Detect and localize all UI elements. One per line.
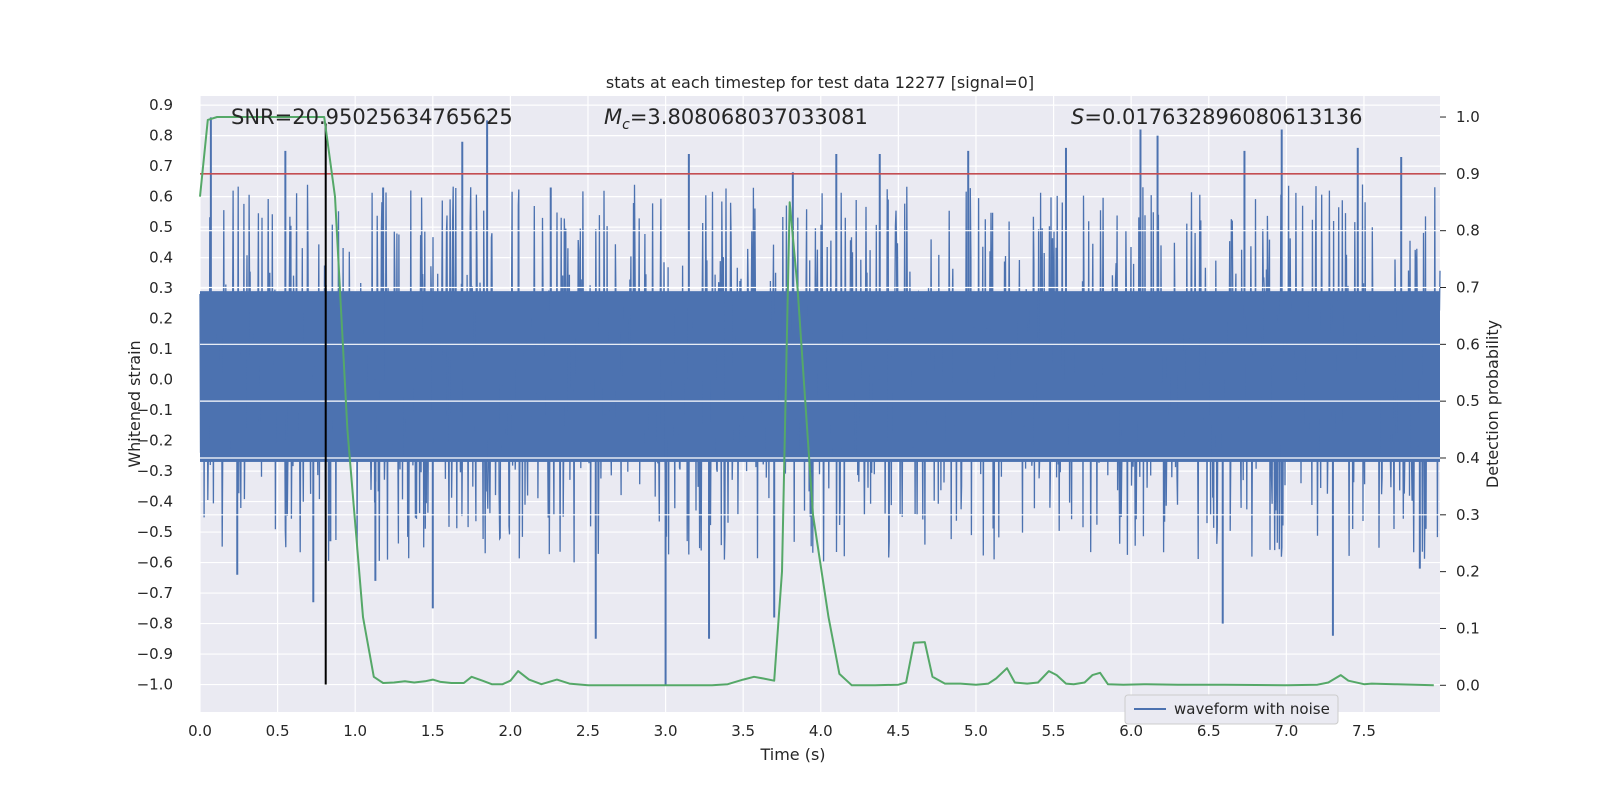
y2-tick-label: 0.3 xyxy=(1456,506,1480,524)
y-tick-label: 0.6 xyxy=(149,188,173,206)
y-tick-label: 0.1 xyxy=(149,340,173,358)
chirp-mass-subscript: c xyxy=(622,117,630,133)
x-tick-label: 2.5 xyxy=(576,722,600,740)
y2-tick-label: 0.6 xyxy=(1456,335,1480,353)
y2-tick-label: 0.5 xyxy=(1456,392,1480,410)
y-tick-label: 0.0 xyxy=(149,371,173,389)
y-tick-label: 0.5 xyxy=(149,218,173,236)
x-tick-label: 5.0 xyxy=(964,722,988,740)
y2-tick-label: 1.0 xyxy=(1456,108,1480,126)
x-tick-label: 5.5 xyxy=(1042,722,1066,740)
x-tick-label: 0.0 xyxy=(188,722,212,740)
y-tick-label: −0.1 xyxy=(137,401,173,419)
x-tick-label: 7.5 xyxy=(1352,722,1376,740)
y2-tick-label: 0.0 xyxy=(1456,676,1480,694)
legend-box xyxy=(1124,694,1339,725)
y-tick-label: −1.0 xyxy=(137,676,173,694)
chirp-mass-annotation: Mc=3.808068037033081 xyxy=(604,105,868,133)
y-tick-label: −0.3 xyxy=(137,462,173,480)
x-tick-label: 3.0 xyxy=(654,722,678,740)
chirp-mass-value: =3.808068037033081 xyxy=(630,105,868,129)
y-tick-label: 0.8 xyxy=(149,127,173,145)
x-tick-label: 2.0 xyxy=(498,722,522,740)
chart-title: stats at each timestep for test data 122… xyxy=(606,73,1034,92)
snr-annotation: SNR=20.95025634765625 xyxy=(231,105,513,129)
y-tick-label: 0.4 xyxy=(149,249,173,267)
detection-probability-series xyxy=(199,116,1434,687)
y2-tick-label: 0.9 xyxy=(1456,165,1480,183)
legend: waveform with noise xyxy=(1124,694,1339,725)
y-tick-label: −0.5 xyxy=(137,523,173,541)
y2-tick-label: 0.8 xyxy=(1456,222,1480,240)
waveform-line xyxy=(199,184,1441,563)
x-tick-label: 6.5 xyxy=(1197,722,1221,740)
s-symbol: S xyxy=(1071,105,1084,129)
y-tick-label: −0.9 xyxy=(137,645,173,663)
y2-axis-ticks: 1.0 0.9 0.8 0.7 0.6 0.5 0.4 0.3 0.2 0.1 0.0 xyxy=(1440,108,1480,694)
right-axis-gridlines xyxy=(200,230,1440,516)
y2-tick-label: 0.1 xyxy=(1456,619,1480,637)
y-axis-label: Whitened strain xyxy=(125,340,144,467)
s-value: =0.017632896080613136 xyxy=(1084,105,1362,129)
detection-probability-line xyxy=(199,116,1434,687)
y-tick-label: −0.2 xyxy=(137,432,173,450)
y-axis-ticks: 0.9 0.8 0.7 0.6 0.5 0.4 0.3 0.2 0.1 0.0 −0.1 −0.2 −0… xyxy=(137,96,173,693)
y-tick-label: −0.6 xyxy=(137,554,173,572)
y-tick-label: 0.7 xyxy=(149,157,173,175)
s-annotation: S=0.017632896080613136 xyxy=(1071,105,1362,129)
x-tick-label: 1.0 xyxy=(343,722,367,740)
x-tick-label: 0.5 xyxy=(266,722,290,740)
chirp-mass-symbol: M xyxy=(604,105,622,129)
y2-axis-label: Detection probability xyxy=(1483,320,1502,488)
y2-tick-label: 0.4 xyxy=(1456,449,1480,467)
y-tick-label: 0.3 xyxy=(149,279,173,297)
x-axis-ticks: 0.0 0.5 1.0 1.5 2.0 2.5 3.0 3.5 4.0 4.5 5.0 5.5 6.0 6… xyxy=(188,722,1376,740)
x-tick-label: 6.0 xyxy=(1119,722,1143,740)
x-axis-label: Time (s) xyxy=(759,745,825,764)
y2-tick-label: 0.7 xyxy=(1456,279,1480,297)
x-tick-label: 4.0 xyxy=(809,722,833,740)
x-tick-label: 4.5 xyxy=(886,722,910,740)
y-tick-label: −0.4 xyxy=(137,493,173,511)
y-tick-label: −0.8 xyxy=(137,615,173,633)
y-tick-label: 0.9 xyxy=(149,96,173,114)
y-tick-label: −0.7 xyxy=(137,584,173,602)
x-tick-label: 7.0 xyxy=(1274,722,1298,740)
y2-tick-label: 0.2 xyxy=(1456,563,1480,581)
y-tick-label: 0.2 xyxy=(149,310,173,328)
x-tick-label: 1.5 xyxy=(421,722,445,740)
waveform-series xyxy=(199,117,1441,685)
x-tick-label: 3.5 xyxy=(731,722,755,740)
legend-label: waveform with noise xyxy=(1174,700,1330,718)
